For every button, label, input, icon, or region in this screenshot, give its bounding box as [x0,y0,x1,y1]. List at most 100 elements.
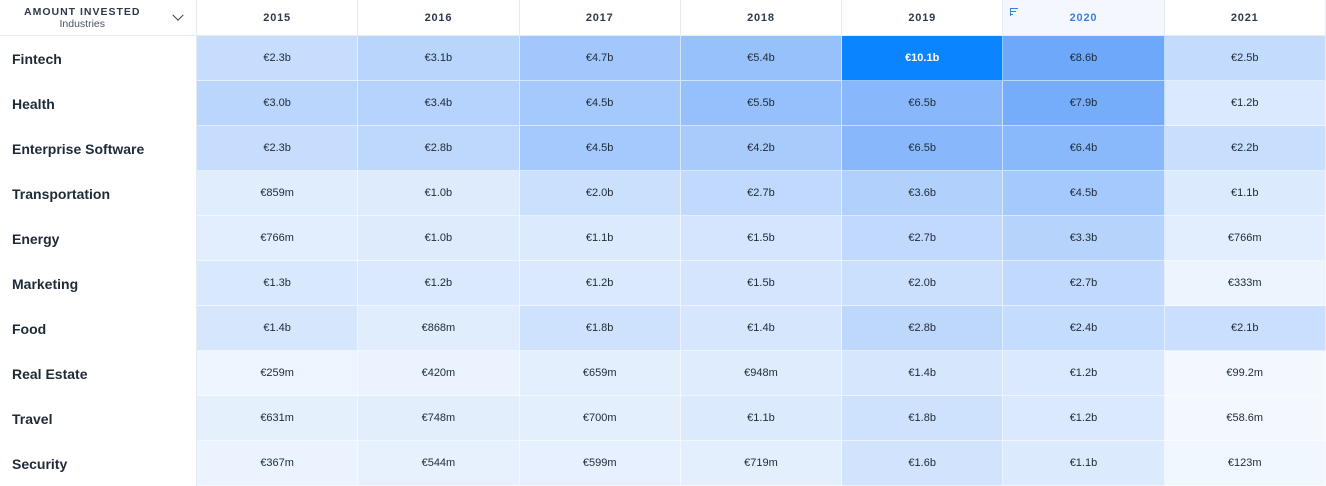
heatmap-cell[interactable]: €1.2b [1003,351,1165,396]
heatmap-cell[interactable]: €1.8b [519,306,681,351]
heatmap-cell[interactable]: €4.2b [680,126,843,171]
heatmap-cell[interactable]: €1.3b [197,261,359,306]
heatmap-cell[interactable]: €3.0b [197,81,359,126]
corner-subtitle: Industries [59,17,106,30]
heatmap-cell[interactable]: €1.6b [842,441,1004,486]
column-header-2020[interactable]: 2020 [1003,0,1165,36]
row-label: Real Estate [0,351,197,396]
heatmap-cell[interactable]: €1.2b [1003,396,1165,441]
heatmap-cell[interactable]: €1.1b [519,216,681,261]
chevron-down-icon[interactable] [172,9,184,21]
heatmap-cell[interactable]: €1.4b [842,351,1004,396]
row-label: Travel [0,396,197,441]
heatmap-cell[interactable]: €259m [197,351,359,396]
row-label: Fintech [0,36,197,81]
heatmap-cell[interactable]: €3.1b [358,36,520,81]
heatmap-cell[interactable]: €2.7b [680,171,843,216]
heatmap-cell[interactable]: €4.5b [519,126,681,171]
heatmap-cell[interactable]: €2.3b [197,36,359,81]
heatmap-cell[interactable]: €6.5b [842,81,1004,126]
column-header-2015[interactable]: 2015 [197,0,359,36]
heatmap-cell[interactable]: €1.2b [519,261,681,306]
column-header-2019[interactable]: 2019 [842,0,1004,36]
heatmap-cell[interactable]: €2.3b [197,126,359,171]
heatmap-cell[interactable]: €4.5b [1003,171,1165,216]
heatmap-cell[interactable]: €2.7b [842,216,1004,261]
heatmap-cell[interactable]: €1.4b [680,306,843,351]
heatmap-cell[interactable]: €123m [1164,441,1326,486]
heatmap-cell[interactable]: €420m [358,351,520,396]
heatmap-cell[interactable]: €58.6m [1164,396,1326,441]
row-label: Transportation [0,171,197,216]
heatmap-cell[interactable]: €2.8b [358,126,520,171]
heatmap-cell[interactable]: €599m [519,441,681,486]
column-header-2018[interactable]: 2018 [680,0,843,36]
heatmap-cell[interactable]: €1.5b [680,261,843,306]
row-label: Food [0,306,197,351]
heatmap-cell[interactable]: €6.5b [842,126,1004,171]
heatmap-cell[interactable]: €5.5b [680,81,843,126]
heatmap-cell[interactable]: €766m [197,216,359,261]
row-label: Health [0,81,197,126]
heatmap-cell[interactable]: €6.4b [1003,126,1165,171]
row-label: Energy [0,216,197,261]
corner-title: AMOUNT INVESTED [24,5,141,18]
heatmap-cell[interactable]: €1.5b [680,216,843,261]
heatmap-cell[interactable]: €1.1b [1164,171,1326,216]
heatmap-cell[interactable]: €948m [680,351,843,396]
column-header-2016[interactable]: 2016 [358,0,520,36]
heatmap-cell[interactable]: €7.9b [1003,81,1165,126]
row-label: Security [0,441,197,486]
heatmap-cell[interactable]: €3.3b [1003,216,1165,261]
heatmap-cell[interactable]: €1.8b [842,396,1004,441]
column-header-label: 2019 [908,11,937,24]
heatmap-cell[interactable]: €2.5b [1164,36,1326,81]
heatmap-cell[interactable]: €2.0b [519,171,681,216]
column-header-label: 2017 [585,11,614,24]
column-header-label: 2015 [263,11,291,24]
heatmap-cell[interactable]: €1.0b [358,216,520,261]
heatmap-cell[interactable]: €700m [519,396,681,441]
heatmap-cell[interactable]: €2.4b [1003,306,1165,351]
heatmap-cell[interactable]: €719m [680,441,843,486]
heatmap-cell[interactable]: €748m [358,396,520,441]
heatmap-cell[interactable]: €2.0b [842,261,1004,306]
heatmap-cell[interactable]: €5.4b [680,36,843,81]
heatmap-cell[interactable]: €631m [197,396,359,441]
row-label: Marketing [0,261,197,306]
heatmap-cell[interactable]: €1.0b [358,171,520,216]
heatmap-cell[interactable]: €99.2m [1164,351,1326,396]
heatmap-cell[interactable]: €1.2b [358,261,520,306]
heatmap-cell[interactable]: €2.1b [1164,306,1326,351]
heatmap-cell[interactable]: €2.8b [842,306,1004,351]
column-header-label: 2018 [747,11,775,24]
column-header-label: 2021 [1230,11,1259,24]
heatmap-cell[interactable]: €544m [358,441,520,486]
heatmap-cell[interactable]: €10.1b [842,36,1004,81]
heatmap-cell[interactable]: €333m [1164,261,1326,306]
heatmap-cell[interactable]: €3.6b [842,171,1004,216]
column-header-2017[interactable]: 2017 [519,0,681,36]
row-label: Enterprise Software [0,126,197,171]
heatmap-cell[interactable]: €1.1b [680,396,843,441]
heatmap-cell[interactable]: €4.5b [519,81,681,126]
column-header-label: 2020 [1069,11,1098,24]
heatmap-cell[interactable]: €2.7b [1003,261,1165,306]
heatmap-cell[interactable]: €1.1b [1003,441,1165,486]
heatmap-cell[interactable]: €367m [197,441,359,486]
corner-label: AMOUNT INVESTED Industries [24,6,141,30]
sort-descending-icon [1010,8,1019,16]
heatmap-cell[interactable]: €4.7b [519,36,681,81]
heatmap-cell[interactable]: €8.6b [1003,36,1165,81]
heatmap-cell[interactable]: €1.2b [1164,81,1326,126]
heatmap-cell[interactable]: €659m [519,351,681,396]
heatmap-cell[interactable]: €1.4b [197,306,359,351]
heatmap-cell[interactable]: €766m [1164,216,1326,261]
heatmap-cell[interactable]: €868m [358,306,520,351]
heatmap-cell[interactable]: €2.2b [1164,126,1326,171]
heatmap-cell[interactable]: €859m [197,171,359,216]
column-header-2021[interactable]: 2021 [1164,0,1326,36]
heatmap-cell[interactable]: €3.4b [358,81,520,126]
industry-dimension-selector[interactable]: AMOUNT INVESTED Industries [0,0,197,36]
